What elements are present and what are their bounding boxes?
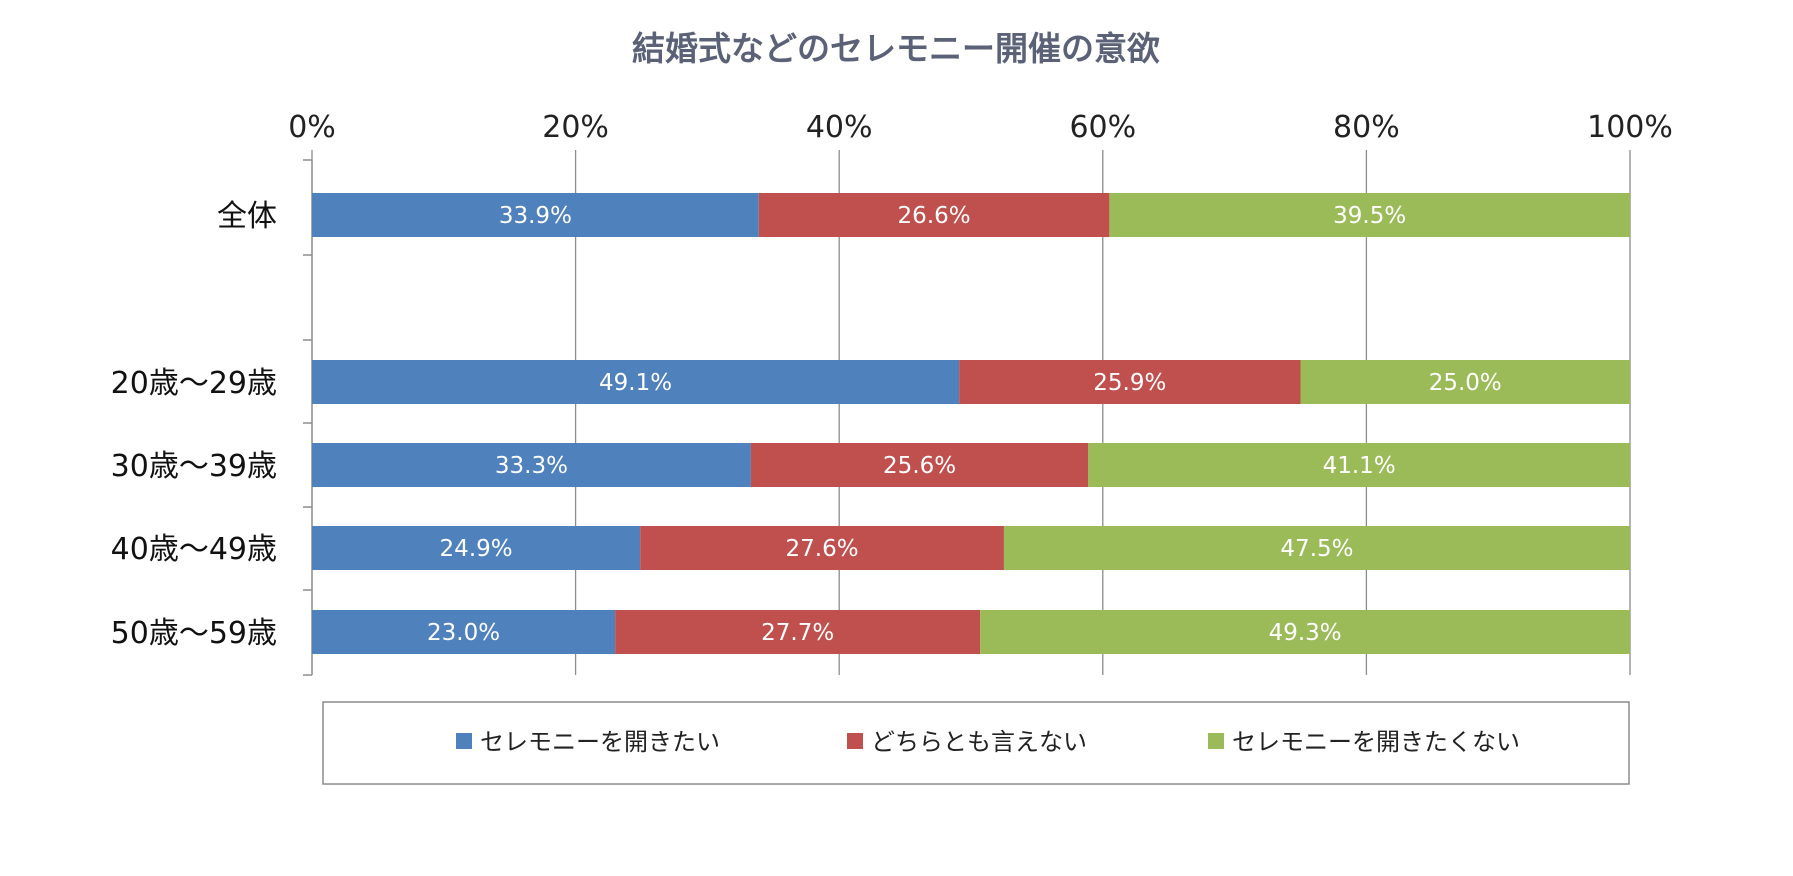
data-label: 25.6%	[883, 453, 956, 479]
legend-swatch	[847, 733, 863, 749]
data-label: 33.9%	[499, 203, 572, 229]
x-tick-label: 100%	[1587, 110, 1673, 145]
x-tick-label: 40%	[806, 110, 873, 145]
bar-segment	[1088, 443, 1630, 487]
x-tick-label: 80%	[1333, 110, 1400, 145]
data-label: 25.9%	[1093, 370, 1166, 396]
bar-segment	[615, 610, 981, 654]
bars: 33.9% 26.6% 39.5% 49.1% 25.9% 25.0% 33.3% 25.6%…	[312, 193, 1630, 654]
chart-title: 結婚式などのセレモニー開催の意欲	[632, 29, 1160, 68]
grid	[303, 150, 1631, 676]
x-tick-label: 60%	[1069, 110, 1136, 145]
legend-swatch	[1208, 733, 1224, 749]
data-label: 25.0%	[1429, 370, 1502, 396]
category-labels: 全体 20歳～29歳 30歳～39歳 40歳～49歳 50歳～59歳	[111, 199, 277, 651]
bar-segment	[312, 610, 616, 654]
category-label: 30歳～39歳	[111, 449, 277, 484]
bar-segment	[959, 360, 1301, 404]
x-tick-label: 20%	[542, 110, 609, 145]
legend-label: セレモニーを開きたい	[480, 728, 720, 756]
bar-segment	[758, 193, 1110, 237]
legend-box	[322, 701, 1630, 785]
bar-segment	[1109, 193, 1630, 237]
category-label: 50歳～59歳	[111, 616, 277, 651]
bar-segment	[312, 443, 751, 487]
bar-segment	[312, 360, 960, 404]
legend-label: どちらとも言えない	[871, 728, 1087, 756]
bar-segment	[640, 526, 1004, 570]
data-label: 49.1%	[599, 370, 672, 396]
x-axis-ticks: 0% 20% 40% 60% 80% 100%	[288, 110, 1673, 145]
data-label: 24.9%	[440, 536, 513, 562]
bar-segment	[312, 193, 759, 237]
legend-label: セレモニーを開きたくない	[1232, 728, 1520, 756]
category-label: 20歳～29歳	[111, 366, 277, 401]
data-label: 27.7%	[761, 620, 834, 646]
data-label: 49.3%	[1269, 620, 1342, 646]
data-label: 33.3%	[495, 453, 568, 479]
data-label: 39.5%	[1333, 203, 1406, 229]
category-label: 全体	[217, 199, 277, 234]
bar-segment	[750, 443, 1089, 487]
data-label: 47.5%	[1280, 536, 1353, 562]
bar-segment	[1300, 360, 1630, 404]
x-tick-label: 0%	[288, 110, 336, 145]
data-label: 27.6%	[786, 536, 859, 562]
bar-segment	[1003, 526, 1630, 570]
category-label: 40歳～49歳	[111, 532, 277, 567]
data-label: 26.6%	[898, 203, 971, 229]
data-label: 23.0%	[427, 620, 500, 646]
bar-segment	[312, 526, 641, 570]
legend-swatch	[456, 733, 472, 749]
legend: セレモニーを開きたい どちらとも言えない セレモニーを開きたくない	[322, 701, 1630, 785]
data-label: 41.1%	[1323, 453, 1396, 479]
bar-segment	[980, 610, 1630, 654]
